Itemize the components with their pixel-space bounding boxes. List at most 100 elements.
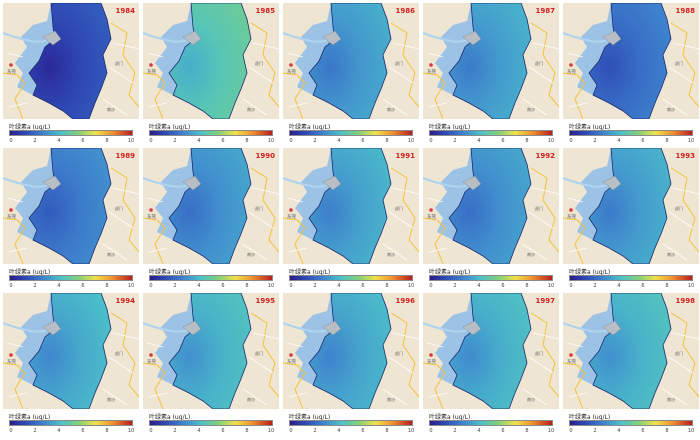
minor-road xyxy=(242,42,279,116)
city-label: 东莞 xyxy=(567,358,576,365)
colorbar-tick: 6 xyxy=(641,283,645,289)
colorbar-tick: 8 xyxy=(525,283,529,289)
chlorophyll-raster xyxy=(308,148,392,264)
colorbar-tick: 4 xyxy=(197,283,201,289)
major-road xyxy=(563,362,586,409)
year-label: 1990 xyxy=(255,152,275,160)
chlorophyll-raster xyxy=(448,148,532,264)
map-panel-1991: 东莞 虎门 南沙 1991 叶绿素a (ug/L) 0 2 4 6 8 10 xyxy=(283,148,419,291)
map-panel-1988: 东莞 虎门 南沙 1988 叶绿素a (ug/L) 0 2 4 6 8 10 xyxy=(563,3,699,146)
year-label: 1998 xyxy=(675,297,695,305)
minor-road xyxy=(662,187,699,261)
city-label: 东莞 xyxy=(7,213,16,220)
colorbar-tick: 8 xyxy=(105,283,109,289)
colorbar-tick: 8 xyxy=(105,428,109,434)
port-island xyxy=(182,30,202,46)
colorbar-tick: 8 xyxy=(665,138,669,144)
minor-road xyxy=(102,187,139,261)
chlorophyll-raster xyxy=(168,148,252,264)
city-label: 东莞 xyxy=(567,213,576,220)
minor-road xyxy=(522,42,559,116)
colorbar-tick: 4 xyxy=(197,428,201,434)
colorbar xyxy=(289,275,413,281)
place-label: 虎门 xyxy=(395,350,403,356)
legend-title: 叶绿素a (ug/L) xyxy=(289,269,331,276)
year-label: 1994 xyxy=(115,297,135,305)
city-label: 东莞 xyxy=(7,358,16,365)
chlorophyll-raster xyxy=(588,293,672,409)
colorbar-tick: 4 xyxy=(477,138,481,144)
colorbar-tick: 8 xyxy=(665,283,669,289)
year-label: 1992 xyxy=(535,152,555,160)
city-marker-icon xyxy=(429,63,433,67)
port-island xyxy=(462,175,482,191)
year-label: 1987 xyxy=(535,7,555,15)
place-label: 虎门 xyxy=(255,350,263,356)
year-label: 1986 xyxy=(395,7,415,15)
colorbar xyxy=(569,420,693,426)
colorbar-tick: 0 xyxy=(149,428,153,434)
colorbar-tick: 2 xyxy=(313,283,317,289)
colorbar-tick: 0 xyxy=(9,428,13,434)
eastern-land xyxy=(369,148,419,264)
colorbar-tick: 10 xyxy=(407,283,415,289)
port-island xyxy=(42,175,62,191)
colorbar-tick: 6 xyxy=(361,428,365,434)
city-marker-icon xyxy=(149,63,153,67)
colorbar-tick: 4 xyxy=(337,138,341,144)
colorbar-tick: 8 xyxy=(525,138,529,144)
city-label: 东莞 xyxy=(567,68,576,75)
colorbar-tick: 10 xyxy=(547,428,555,434)
minor-road xyxy=(662,42,699,116)
port-island xyxy=(602,320,622,336)
major-road xyxy=(283,217,306,264)
major-road xyxy=(250,312,279,398)
colorbar-tick: 4 xyxy=(337,283,341,289)
year-label: 1991 xyxy=(395,152,415,160)
colorbar-tick: 2 xyxy=(313,428,317,434)
major-road xyxy=(423,362,446,409)
minor-road xyxy=(286,52,308,108)
minor-road xyxy=(566,52,588,108)
colorbar xyxy=(429,130,553,136)
city-marker-icon xyxy=(429,208,433,212)
port-island xyxy=(602,30,622,46)
chlorophyll-raster xyxy=(588,3,672,119)
minor-road xyxy=(662,332,699,406)
major-road xyxy=(143,362,166,409)
minor-road xyxy=(146,342,168,398)
major-road xyxy=(3,362,26,409)
colorbar xyxy=(429,275,553,281)
legend-title: 叶绿素a (ug/L) xyxy=(9,414,51,421)
major-road xyxy=(423,217,446,264)
colorbar-tick: 6 xyxy=(361,138,365,144)
map-panel-1997: 东莞 虎门 南沙 1997 叶绿素a (ug/L) 0 2 4 6 8 10 xyxy=(423,293,559,436)
eastern-land xyxy=(369,3,419,119)
major-road xyxy=(3,217,26,264)
minor-road xyxy=(6,197,28,253)
major-road xyxy=(3,72,26,119)
eastern-land xyxy=(229,3,279,119)
eastern-land xyxy=(649,3,699,119)
colorbar-tick: 4 xyxy=(57,283,61,289)
colorbar-tick: 6 xyxy=(501,138,505,144)
colorbar-tick: 2 xyxy=(453,428,457,434)
eastern-land xyxy=(89,3,139,119)
city-marker-icon xyxy=(149,208,153,212)
city-label: 东莞 xyxy=(427,213,436,220)
colorbar-tick: 4 xyxy=(57,428,61,434)
minor-road xyxy=(566,197,588,253)
chlorophyll-raster xyxy=(28,3,112,119)
city-marker-icon xyxy=(149,353,153,357)
city-marker-icon xyxy=(429,353,433,357)
major-road xyxy=(530,22,559,108)
colorbar-tick: 4 xyxy=(57,138,61,144)
colorbar-tick: 2 xyxy=(173,428,177,434)
colorbar-tick: 8 xyxy=(385,138,389,144)
colorbar-tick: 6 xyxy=(81,283,85,289)
city-marker-icon xyxy=(289,63,293,67)
